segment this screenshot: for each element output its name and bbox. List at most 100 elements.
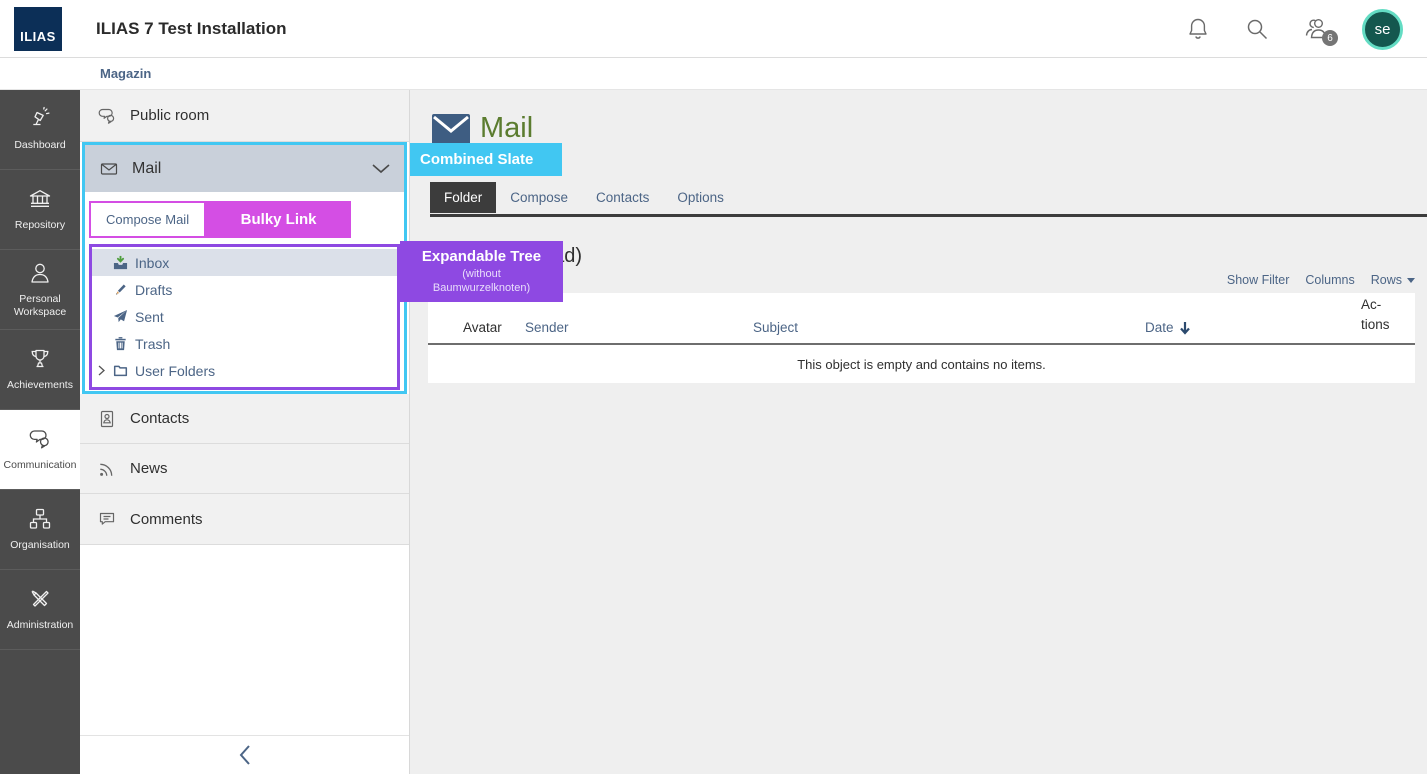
slate-comments[interactable]: Comments xyxy=(80,494,409,545)
compose-mail-button[interactable]: Compose Mail xyxy=(89,201,207,238)
achievements-icon xyxy=(31,350,49,368)
ilias-logo[interactable]: ILIAS xyxy=(14,7,62,51)
rows-label: Rows xyxy=(1370,273,1402,287)
column-date[interactable]: Date xyxy=(1145,320,1191,335)
tab-underline xyxy=(430,214,1427,217)
compose-row: Compose Mail Bulky Link xyxy=(85,192,404,238)
tree-label: Sent xyxy=(135,308,164,325)
online-count-badge: 6 xyxy=(1322,30,1338,46)
bulky-link-annotation: Bulky Link xyxy=(206,201,352,238)
tab-compose[interactable]: Compose xyxy=(510,190,569,205)
table-header-row: Avatar Sender Subject Date Ac- tions xyxy=(428,293,1415,345)
table-controls: Show Filter Columns Rows xyxy=(1227,273,1415,287)
dashboard-icon xyxy=(33,107,50,126)
tree-label: User Folders xyxy=(135,362,216,379)
contacts-icon xyxy=(100,410,114,427)
tree-item-drafts[interactable]: Drafts xyxy=(92,276,397,303)
show-filter-button[interactable]: Show Filter xyxy=(1226,273,1290,287)
date-label: Date xyxy=(1145,320,1174,335)
tree-item-user-folders[interactable]: User Folders xyxy=(92,357,397,384)
inbox-icon xyxy=(113,255,128,270)
mainbar-item-achievements[interactable]: Achievements xyxy=(0,330,80,410)
comments-icon xyxy=(99,512,115,525)
column-sender[interactable]: Sender xyxy=(525,320,569,335)
mainbar-item-dashboard[interactable]: Dashboard xyxy=(0,90,80,170)
mainbar-item-administration[interactable]: Administration xyxy=(0,570,80,650)
rows-dropdown[interactable]: Rows xyxy=(1371,273,1415,287)
tab-bar: Folder Compose Contacts Options xyxy=(430,182,738,213)
tree-label: Drafts xyxy=(135,281,173,298)
installation-title: ILIAS 7 Test Installation xyxy=(96,19,287,38)
slate-label: Contacts xyxy=(130,410,190,427)
mainbar-item-organisation[interactable]: Organisation xyxy=(0,490,80,570)
tree-item-sent[interactable]: Sent xyxy=(92,303,397,330)
page-title: Mail xyxy=(480,112,534,144)
combined-slate-group: Mail Compose Mail Bulky Link xyxy=(82,142,407,394)
columns-button[interactable]: Columns xyxy=(1305,273,1355,287)
trash-icon xyxy=(115,337,126,351)
tree-item-trash[interactable]: Trash xyxy=(92,330,397,357)
news-rss-icon xyxy=(100,463,113,476)
user-avatar[interactable]: se xyxy=(1362,8,1403,50)
main-bar: Dashboard Repository Personal Workspace xyxy=(0,90,80,774)
mainbar-item-communication[interactable]: Communication xyxy=(0,410,80,490)
mainbar-label: Dashboard xyxy=(14,139,66,152)
search-icon[interactable] xyxy=(1244,16,1270,42)
combined-slate-annotation: Combined Slate xyxy=(410,143,562,176)
mainbar-label: Communication xyxy=(3,459,77,472)
mail-page-icon xyxy=(432,114,470,146)
mail-icon xyxy=(100,162,118,175)
slate-contacts[interactable]: Contacts xyxy=(80,394,409,444)
slate-label: Comments xyxy=(130,510,203,528)
mainbar-label: Achievements xyxy=(7,379,73,392)
slate-public-room[interactable]: Public room xyxy=(80,90,409,142)
collapse-panel-button[interactable] xyxy=(80,735,409,774)
personal-workspace-icon xyxy=(31,263,49,283)
column-avatar: Avatar xyxy=(463,320,502,335)
chevron-left-icon xyxy=(239,745,250,765)
mainbar-item-repository[interactable]: Repository xyxy=(0,170,80,250)
slate-label: Public room xyxy=(130,107,210,124)
tree-expander[interactable] xyxy=(96,365,106,376)
mainbar-label: Organisation xyxy=(10,539,70,552)
chevron-down-icon[interactable] xyxy=(372,163,390,174)
top-bar: ILIAS ILIAS 7 Test Installation 6 se xyxy=(0,0,1427,58)
expandable-tree: Inbox Drafts Sent xyxy=(89,244,400,390)
column-subject[interactable]: Subject xyxy=(753,320,799,335)
slate-label: Mail xyxy=(132,159,162,177)
topbar-actions: 6 se xyxy=(1185,0,1403,58)
mainbar-label: Personal Workspace xyxy=(13,292,67,318)
annotation-title: Expandable Tree xyxy=(421,248,542,265)
main-content: Mail Combined Slate Folder Compose Conta… xyxy=(400,90,1427,774)
repository-icon xyxy=(29,190,51,208)
breadcrumb: Magazin xyxy=(0,58,1427,90)
slate-panel: Public room Mail Compose Mail Bulky Link xyxy=(80,90,410,774)
tab-options[interactable]: Options xyxy=(677,190,724,205)
slate-mail[interactable]: Mail xyxy=(85,145,404,192)
tree-label: Inbox xyxy=(135,254,170,271)
caret-down-icon xyxy=(1407,277,1415,283)
sent-icon xyxy=(113,309,128,323)
tree-label: Trash xyxy=(135,335,171,352)
administration-icon xyxy=(31,590,49,608)
folder-icon xyxy=(113,365,128,377)
tab-folder[interactable]: Folder xyxy=(430,182,497,213)
slate-news[interactable]: News xyxy=(80,444,409,494)
expandable-tree-annotation: Expandable Tree (without Baumwurzelknote… xyxy=(400,241,563,302)
notification-bell-icon[interactable] xyxy=(1185,16,1211,42)
empty-state-message: This object is empty and contains no ite… xyxy=(428,345,1415,383)
mainbar-item-personal-workspace[interactable]: Personal Workspace xyxy=(0,250,80,330)
drafts-icon xyxy=(116,284,126,295)
communication-icon xyxy=(29,430,49,449)
tab-contacts[interactable]: Contacts xyxy=(596,190,650,205)
sort-descending-icon xyxy=(1179,322,1190,335)
chevron-right-icon xyxy=(98,365,105,376)
who-is-online[interactable]: 6 xyxy=(1303,16,1338,46)
breadcrumb-item-magazin[interactable]: Magazin xyxy=(100,66,152,81)
annotation-note: (without xyxy=(462,268,501,280)
annotation-note: Baumwurzelknoten) xyxy=(432,282,531,294)
mail-table: Avatar Sender Subject Date Ac- tions Thi… xyxy=(428,293,1415,383)
tree-item-inbox[interactable]: Inbox xyxy=(92,249,397,276)
mainbar-label: Administration xyxy=(6,619,74,632)
